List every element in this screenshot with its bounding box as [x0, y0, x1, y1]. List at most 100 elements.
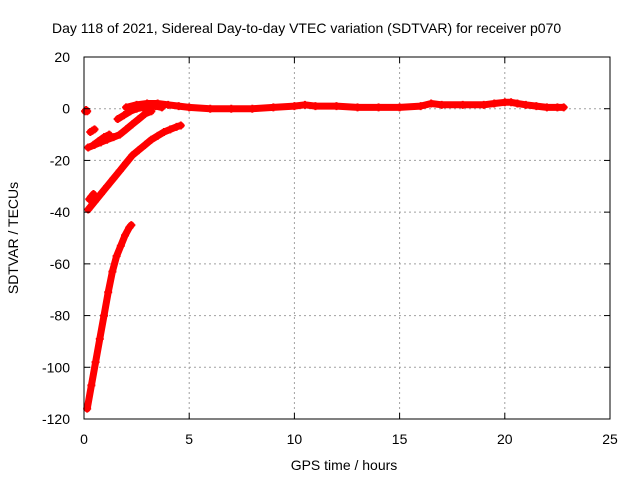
- data-point: [96, 190, 105, 199]
- y-tick-label: -20: [50, 152, 70, 168]
- data-series: [85, 190, 98, 204]
- y-tick-label: -120: [42, 411, 70, 427]
- x-tick-label: 10: [287, 431, 303, 447]
- data-point: [105, 130, 114, 139]
- data-point: [353, 103, 362, 112]
- data-point: [300, 100, 309, 109]
- data-point: [127, 221, 136, 230]
- data-point: [166, 125, 175, 134]
- data-point: [521, 100, 530, 109]
- x-tick-label: 20: [497, 431, 513, 447]
- data-point: [115, 166, 124, 175]
- data-point: [122, 125, 131, 134]
- data-point: [99, 311, 108, 320]
- y-tick-label: -40: [50, 204, 70, 220]
- data-point: [206, 104, 215, 113]
- data-point: [122, 103, 131, 112]
- data-point: [479, 100, 488, 109]
- data-point: [108, 267, 117, 276]
- data-point: [82, 106, 91, 115]
- data-point: [87, 381, 96, 390]
- data-point: [89, 190, 98, 199]
- data-series: [83, 221, 136, 413]
- data-point: [185, 103, 194, 112]
- grid: [84, 57, 610, 419]
- data-point: [132, 100, 141, 109]
- data-point: [507, 98, 516, 107]
- data-point: [248, 104, 257, 113]
- series-trace: [90, 131, 113, 149]
- data-point: [542, 103, 551, 112]
- data-point: [89, 140, 98, 149]
- data-point: [121, 231, 130, 240]
- data-points: [81, 98, 568, 413]
- series-trace: [84, 122, 185, 214]
- data-point: [103, 182, 112, 191]
- data-point: [153, 99, 162, 108]
- data-point: [134, 146, 143, 155]
- data-point: [128, 151, 137, 160]
- data-point: [290, 102, 299, 111]
- y-tick-label: -80: [50, 308, 70, 324]
- data-point: [90, 125, 99, 134]
- data-point: [513, 99, 522, 108]
- ticks: 0 5 10 15 20 25 20 0 -20 -40 -60 -80 -100 -120: [42, 49, 618, 447]
- data-series: [122, 98, 568, 113]
- data-point: [172, 122, 181, 131]
- plot-frame: [83, 56, 611, 420]
- data-point: [153, 131, 162, 140]
- data-point: [119, 111, 128, 120]
- data-point: [109, 174, 118, 183]
- data-point: [164, 100, 173, 109]
- data-point: [141, 140, 150, 149]
- data-point: [84, 143, 93, 152]
- data-point: [134, 115, 143, 124]
- data-point: [332, 102, 341, 111]
- data-point: [532, 102, 541, 111]
- y-axis-label: SDTVAR / TECUs: [5, 182, 21, 294]
- data-point: [458, 100, 467, 109]
- data-point: [94, 137, 103, 146]
- data-point: [427, 99, 436, 108]
- data-point: [95, 334, 104, 343]
- data-point: [99, 133, 108, 142]
- data-point: [128, 120, 137, 129]
- y-tick-label: 20: [54, 49, 70, 65]
- x-tick-label: 0: [80, 431, 88, 447]
- data-point: [147, 135, 156, 144]
- data-point: [90, 197, 99, 206]
- data-point: [143, 99, 152, 108]
- data-point: [91, 358, 100, 367]
- data-point: [122, 159, 131, 168]
- data-series: [89, 130, 114, 149]
- data-point: [490, 99, 499, 108]
- data-point: [374, 103, 383, 112]
- x-axis-label: GPS time / hours: [291, 457, 398, 473]
- x-tick-label: 25: [602, 431, 618, 447]
- y-tick-label: -100: [42, 359, 70, 375]
- data-series: [84, 121, 185, 214]
- x-tick-label: 15: [392, 431, 408, 447]
- data-point: [115, 130, 124, 139]
- data-point: [227, 104, 236, 113]
- y-tick-label: -60: [50, 256, 70, 272]
- data-point: [395, 103, 404, 112]
- data-point: [104, 288, 113, 297]
- data-point: [437, 100, 446, 109]
- data-point: [141, 109, 150, 118]
- y-tick-label: 0: [62, 101, 70, 117]
- x-tick-label: 5: [185, 431, 193, 447]
- data-point: [116, 241, 125, 250]
- data-point: [416, 102, 425, 111]
- data-series: [86, 125, 99, 136]
- data-point: [559, 103, 568, 112]
- data-point: [176, 121, 185, 130]
- data-point: [112, 252, 121, 261]
- chart-title: Day 118 of 2021, Sidereal Day-to-day VTE…: [52, 20, 561, 36]
- data-point: [113, 115, 122, 124]
- data-point: [159, 127, 168, 136]
- data-point: [311, 102, 320, 111]
- data-point: [174, 102, 183, 111]
- data-point: [269, 103, 278, 112]
